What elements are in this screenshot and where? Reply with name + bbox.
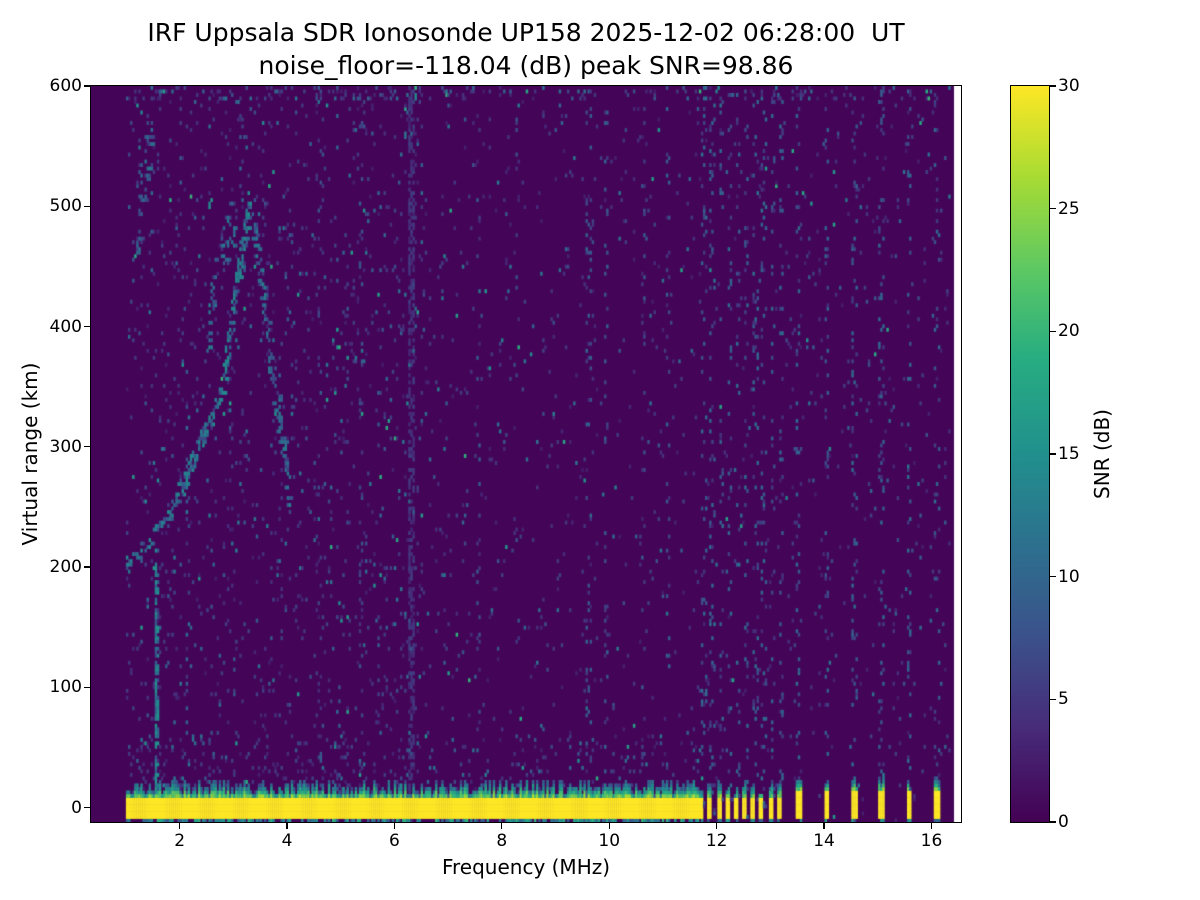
x-tick-label: 6 xyxy=(389,831,400,851)
colorbar-tick-mark xyxy=(1050,821,1056,823)
y-tick-label: 500 xyxy=(49,196,82,217)
colorbar-tick-mark xyxy=(1050,576,1056,578)
y-tick-mark xyxy=(84,806,90,809)
x-tick-mark xyxy=(608,823,610,829)
y-tick-mark xyxy=(84,446,90,448)
y-tick-label: 600 xyxy=(49,76,82,96)
colorbar-tick-mark xyxy=(1050,698,1056,700)
y-tick-mark xyxy=(84,566,90,568)
x-tick-label: 2 xyxy=(174,831,186,851)
colorbar-tick-mark xyxy=(1050,330,1056,332)
x-tick-label: 12 xyxy=(705,831,728,851)
y-tick-label: 400 xyxy=(49,316,82,337)
x-axis-label: Frequency (MHz) xyxy=(441,855,611,879)
colorbar-tick-label: 20 xyxy=(1058,321,1080,342)
y-tick-label: 200 xyxy=(49,557,82,578)
x-tick-label: 16 xyxy=(920,831,943,851)
x-tick-mark xyxy=(823,823,825,829)
x-tick-label: 14 xyxy=(813,831,835,851)
colorbar-tick-label: 5 xyxy=(1058,689,1069,710)
x-tick-label: 10 xyxy=(598,831,621,851)
ionogram-heatmap-canvas xyxy=(91,86,961,822)
y-tick-mark xyxy=(84,686,90,688)
y-tick-mark xyxy=(84,325,90,328)
colorbar-tick-label: 30 xyxy=(1058,76,1080,96)
colorbar-tick-mark xyxy=(1050,453,1056,455)
y-tick-label: 100 xyxy=(49,677,82,698)
x-tick-label: 8 xyxy=(496,831,508,851)
chart-title-line1: IRF Uppsala SDR Ionosonde UP158 2025-12-… xyxy=(147,18,905,47)
x-tick-mark xyxy=(716,823,718,829)
colorbar-tick-mark xyxy=(1050,85,1056,87)
y-tick-mark xyxy=(84,85,90,87)
y-tick-label: 300 xyxy=(49,436,82,457)
y-tick-label: 0 xyxy=(71,797,82,818)
x-tick-label: 4 xyxy=(281,831,293,851)
x-tick-mark xyxy=(393,823,395,829)
chart-title: IRF Uppsala SDR Ionosonde UP158 2025-12-… xyxy=(90,16,962,82)
chart-title-line2: noise_floor=-118.04 (dB) peak SNR=98.86 xyxy=(258,51,794,80)
x-tick-mark xyxy=(501,823,503,829)
x-tick-mark xyxy=(286,823,288,829)
colorbar-tick-label: 10 xyxy=(1058,566,1080,587)
colorbar xyxy=(1010,85,1050,823)
colorbar-tick-mark xyxy=(1050,208,1056,210)
x-tick-mark xyxy=(179,823,181,829)
y-tick-mark xyxy=(84,205,90,207)
colorbar-label: SNR (dB) xyxy=(1090,409,1114,499)
colorbar-tick-label: 15 xyxy=(1058,444,1080,464)
x-tick-mark xyxy=(930,823,933,829)
plot-area xyxy=(90,85,962,823)
colorbar-tick-label: 25 xyxy=(1058,198,1080,219)
colorbar-tick-label: 0 xyxy=(1058,812,1069,832)
